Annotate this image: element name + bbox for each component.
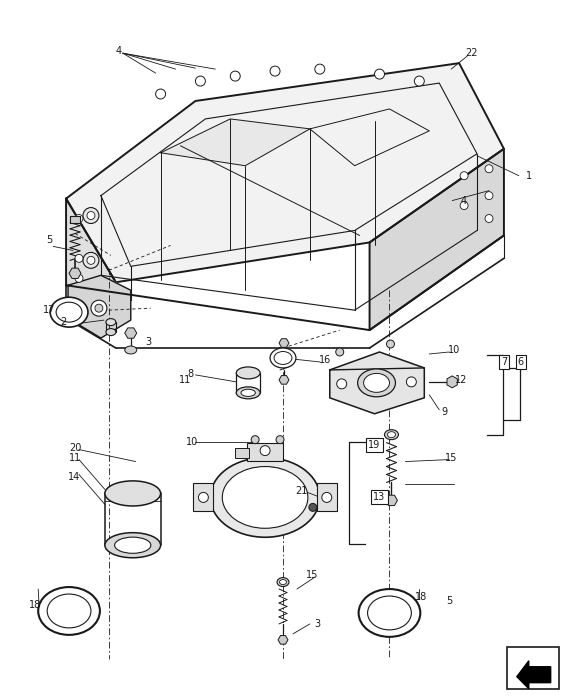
Text: 5: 5: [46, 235, 52, 246]
Circle shape: [276, 435, 284, 444]
Circle shape: [230, 71, 240, 81]
Text: 11: 11: [69, 453, 81, 463]
Polygon shape: [370, 149, 504, 330]
Text: 15: 15: [306, 570, 318, 580]
Polygon shape: [161, 119, 310, 166]
Circle shape: [260, 446, 270, 456]
Circle shape: [195, 76, 205, 86]
Ellipse shape: [359, 589, 421, 637]
Text: 10: 10: [186, 437, 199, 447]
Bar: [507, 647, 559, 689]
Ellipse shape: [50, 298, 88, 327]
Ellipse shape: [388, 432, 396, 438]
Ellipse shape: [358, 369, 396, 397]
Circle shape: [336, 348, 344, 356]
Circle shape: [83, 253, 99, 268]
Text: 4: 4: [116, 46, 122, 56]
Circle shape: [83, 208, 99, 223]
Circle shape: [309, 503, 317, 512]
Circle shape: [91, 300, 107, 316]
Ellipse shape: [277, 578, 289, 587]
Text: 17: 17: [43, 305, 55, 315]
Ellipse shape: [47, 594, 91, 628]
Text: 10: 10: [448, 345, 460, 355]
Circle shape: [315, 64, 325, 74]
Circle shape: [251, 435, 259, 444]
Text: 19: 19: [368, 440, 381, 449]
Bar: [235, 447, 249, 458]
Polygon shape: [68, 275, 131, 338]
Text: 4: 4: [461, 195, 467, 206]
Text: 18: 18: [29, 600, 41, 610]
Ellipse shape: [106, 328, 116, 335]
Text: 7: 7: [501, 357, 507, 367]
Text: 9: 9: [441, 407, 447, 416]
Circle shape: [75, 214, 83, 223]
Text: 14: 14: [68, 473, 80, 482]
Text: 22: 22: [465, 48, 477, 58]
Polygon shape: [66, 63, 504, 282]
Circle shape: [87, 211, 95, 220]
Circle shape: [87, 256, 95, 265]
Polygon shape: [330, 352, 424, 414]
Text: 6: 6: [518, 357, 524, 367]
Circle shape: [460, 202, 468, 209]
Ellipse shape: [274, 351, 292, 365]
Bar: [194, 484, 213, 512]
Ellipse shape: [236, 367, 260, 379]
Polygon shape: [517, 661, 551, 689]
Circle shape: [156, 89, 166, 99]
Ellipse shape: [367, 596, 411, 630]
Circle shape: [485, 214, 493, 223]
Circle shape: [485, 192, 493, 199]
Circle shape: [75, 254, 83, 262]
Text: 16: 16: [319, 355, 331, 365]
Ellipse shape: [241, 389, 255, 396]
Ellipse shape: [115, 537, 151, 553]
Ellipse shape: [384, 430, 398, 440]
Circle shape: [460, 172, 468, 180]
Ellipse shape: [106, 318, 116, 326]
Text: 3: 3: [315, 619, 321, 629]
Ellipse shape: [125, 346, 137, 354]
Polygon shape: [70, 216, 80, 223]
Circle shape: [375, 69, 384, 79]
Circle shape: [199, 492, 208, 503]
Text: 2: 2: [60, 317, 66, 327]
Circle shape: [322, 492, 332, 503]
Ellipse shape: [280, 580, 286, 584]
Ellipse shape: [270, 348, 296, 368]
Text: 21: 21: [295, 486, 308, 496]
Circle shape: [387, 340, 395, 348]
Ellipse shape: [105, 481, 161, 506]
Polygon shape: [66, 199, 116, 318]
Ellipse shape: [236, 387, 260, 399]
Ellipse shape: [105, 533, 161, 558]
Circle shape: [485, 164, 493, 173]
Text: 5: 5: [446, 596, 452, 606]
Text: 15: 15: [445, 453, 457, 463]
Circle shape: [95, 304, 103, 312]
Text: 13: 13: [374, 492, 385, 503]
Circle shape: [270, 66, 280, 76]
Bar: [247, 442, 283, 461]
Bar: [317, 484, 337, 512]
Circle shape: [414, 76, 424, 86]
Ellipse shape: [222, 466, 308, 528]
Text: 3: 3: [145, 337, 152, 347]
Text: 1: 1: [526, 171, 532, 181]
Text: 20: 20: [69, 442, 81, 453]
Ellipse shape: [363, 373, 389, 392]
Text: 11: 11: [179, 375, 192, 385]
Ellipse shape: [56, 302, 82, 322]
Text: 18: 18: [415, 592, 427, 602]
Circle shape: [337, 379, 347, 389]
Ellipse shape: [211, 458, 320, 538]
Text: 12: 12: [455, 375, 468, 385]
Text: 8: 8: [187, 369, 194, 379]
Ellipse shape: [38, 587, 100, 635]
Circle shape: [406, 377, 417, 387]
Circle shape: [75, 274, 83, 282]
